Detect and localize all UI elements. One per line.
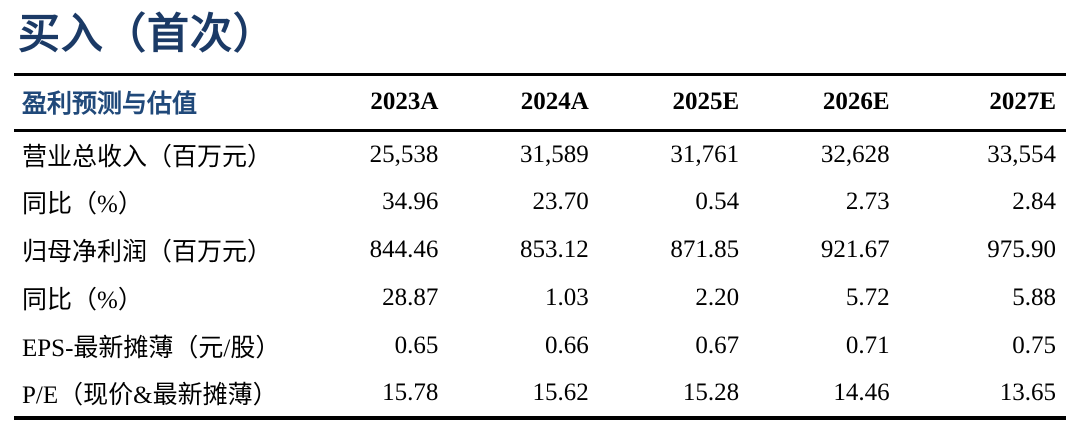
table-header-label: 盈利预测与估值	[22, 91, 198, 119]
year-header-2024A: 2024A	[520, 88, 589, 116]
report-page: 买入（首次） 盈利预测与估值 2023A 2024A 2025E 2026E 2027E…	[0, 8, 1080, 444]
row-value: 853.12	[520, 236, 589, 264]
row-value: 844.46	[369, 236, 439, 264]
row-value: 23.70	[532, 188, 589, 216]
row-value: 33,554	[987, 140, 1056, 168]
row-value: 34.96	[382, 188, 439, 216]
row-value: 2.73	[845, 188, 890, 216]
row-value: 0.67	[695, 332, 740, 360]
row-value: 0.65	[394, 332, 439, 360]
row-value: 5.72	[845, 284, 890, 312]
earnings-forecast-table: 盈利预测与估值 2023A 2024A 2025E 2026E 2027E 营业总收入（…	[14, 72, 1066, 421]
row-label: 营业总收入（百万元）	[22, 143, 273, 171]
row-value: 31,589	[520, 140, 589, 168]
table-row: 同比（%） 28.87 1.03 2.20 5.72 5.88	[14, 274, 1066, 322]
row-value: 2.20	[695, 284, 740, 312]
row-value: 25,538	[369, 140, 439, 168]
row-value: 1.03	[545, 284, 589, 312]
row-value: 28.87	[382, 284, 439, 312]
table-row: 同比（%） 34.96 23.70 0.54 2.73 2.84	[14, 178, 1066, 226]
table-header-row: 盈利预测与估值 2023A 2024A 2025E 2026E 2027E	[14, 74, 1066, 131]
row-label: 同比（%）	[22, 287, 143, 315]
row-value: 0.75	[1012, 332, 1056, 360]
row-value: 2.84	[1012, 188, 1056, 216]
year-header-2025E: 2025E	[672, 88, 740, 116]
year-header-2023A: 2023A	[370, 88, 439, 116]
row-value: 31,761	[670, 140, 740, 168]
row-label: 同比（%）	[22, 191, 143, 219]
row-value: 0.66	[545, 332, 589, 360]
table-row: P/E（现价&最新摊薄） 15.78 15.62 15.28 14.46 13.65	[14, 370, 1066, 418]
row-label: P/E（现价&最新摊薄）	[22, 382, 278, 410]
table-row: EPS-最新摊薄（元/股） 0.65 0.66 0.67 0.71 0.75	[14, 322, 1066, 370]
row-value: 0.71	[845, 332, 890, 360]
row-value: 15.62	[532, 379, 589, 407]
row-value: 15.28	[682, 379, 740, 407]
year-header-2026E: 2026E	[822, 88, 890, 116]
row-value: 975.90	[987, 236, 1056, 264]
row-value: 32,628	[820, 140, 890, 168]
year-header-2027E: 2027E	[989, 88, 1056, 116]
row-value: 871.85	[670, 236, 740, 264]
row-label: 归母净利润（百万元）	[22, 239, 273, 267]
row-value: 15.78	[382, 379, 439, 407]
table-row: 营业总收入（百万元） 25,538 31,589 31,761 32,628 33,554	[14, 130, 1066, 178]
row-label: EPS-最新摊薄（元/股）	[22, 335, 281, 363]
table-row: 归母净利润（百万元） 844.46 853.12 871.85 921.67 975.90	[14, 226, 1066, 274]
row-value: 14.46	[833, 379, 890, 407]
row-value: 5.88	[1012, 284, 1056, 312]
rating-title: 买入（首次）	[18, 12, 277, 58]
row-value: 0.54	[695, 188, 740, 216]
row-value: 921.67	[820, 236, 890, 264]
row-value: 13.65	[999, 379, 1056, 407]
